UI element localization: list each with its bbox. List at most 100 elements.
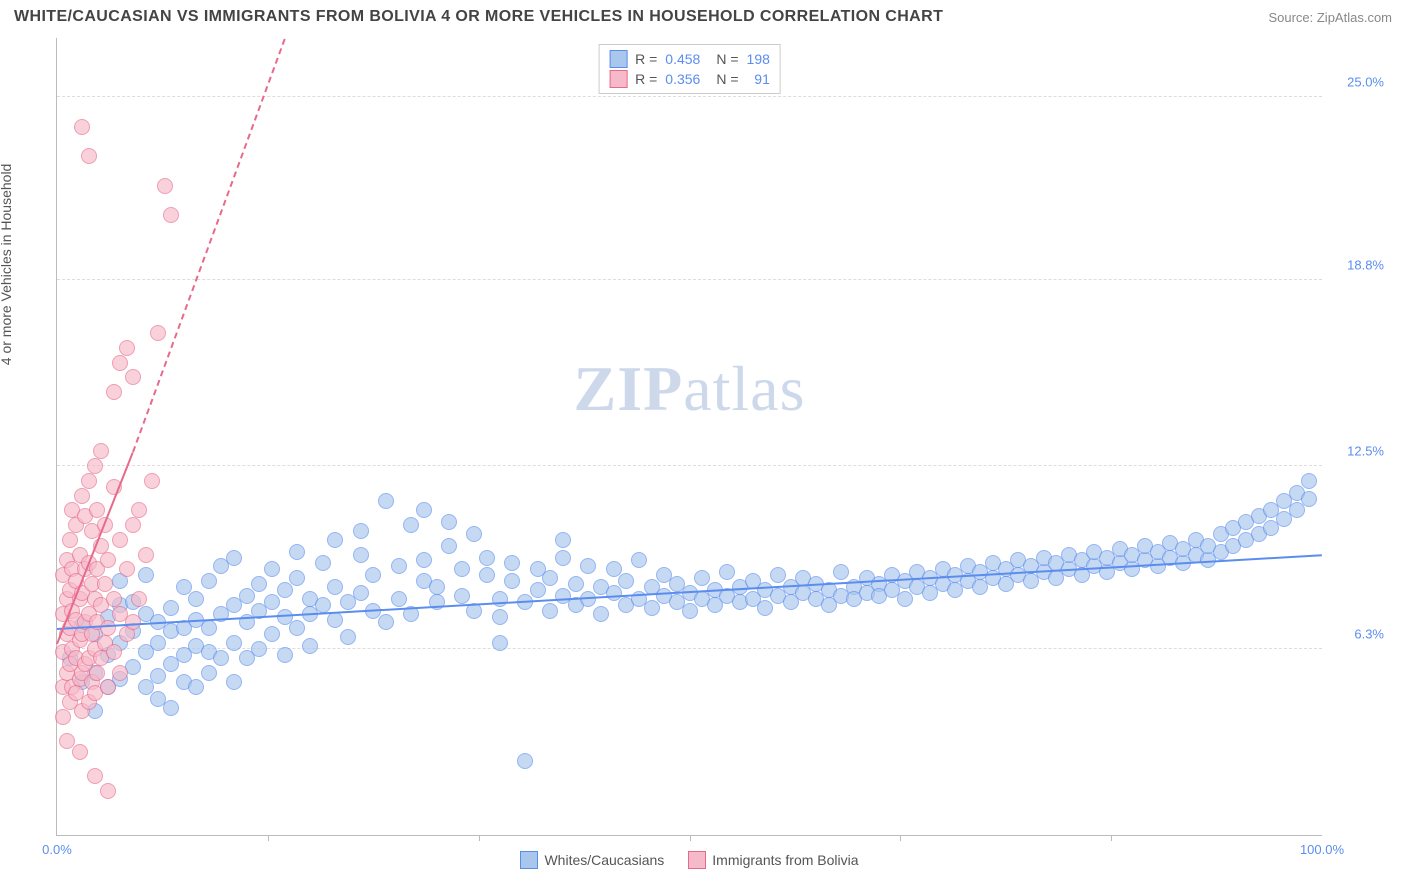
plot-region: ZIPatlas R =0.458N =198R =0.356N = 91 Wh… bbox=[56, 38, 1322, 836]
data-point bbox=[150, 635, 166, 651]
data-point bbox=[144, 473, 160, 489]
data-point bbox=[555, 532, 571, 548]
data-point bbox=[618, 573, 634, 589]
data-point bbox=[542, 603, 558, 619]
data-point bbox=[719, 564, 735, 580]
gridline bbox=[57, 465, 1322, 466]
data-point bbox=[55, 709, 71, 725]
data-point bbox=[264, 594, 280, 610]
watermark-bold: ZIP bbox=[574, 353, 684, 424]
data-point bbox=[504, 573, 520, 589]
data-point bbox=[163, 700, 179, 716]
data-point bbox=[454, 561, 470, 577]
data-point bbox=[201, 620, 217, 636]
r-label: R = bbox=[635, 71, 657, 87]
data-point bbox=[416, 552, 432, 568]
data-point bbox=[201, 573, 217, 589]
data-point bbox=[119, 561, 135, 577]
legend-swatch bbox=[520, 851, 538, 869]
data-point bbox=[1289, 502, 1305, 518]
data-point bbox=[416, 502, 432, 518]
data-point bbox=[479, 550, 495, 566]
data-point bbox=[163, 207, 179, 223]
data-point bbox=[580, 558, 596, 574]
data-point bbox=[125, 369, 141, 385]
data-point bbox=[213, 650, 229, 666]
data-point bbox=[226, 635, 242, 651]
data-point bbox=[454, 588, 470, 604]
data-point bbox=[277, 582, 293, 598]
data-point bbox=[327, 579, 343, 595]
data-point bbox=[542, 570, 558, 586]
data-point bbox=[106, 384, 122, 400]
watermark-light: atlas bbox=[683, 353, 805, 424]
data-point bbox=[353, 585, 369, 601]
series-legend: Whites/CaucasiansImmigrants from Bolivia bbox=[57, 851, 1322, 869]
data-point bbox=[466, 526, 482, 542]
data-point bbox=[163, 600, 179, 616]
data-point bbox=[340, 629, 356, 645]
source-label: Source: ZipAtlas.com bbox=[1268, 10, 1392, 25]
legend-label: Whites/Caucasians bbox=[544, 852, 664, 868]
gridline bbox=[57, 648, 1322, 649]
data-point bbox=[353, 523, 369, 539]
legend-row: R =0.458N =198 bbox=[609, 49, 770, 69]
data-point bbox=[81, 473, 97, 489]
data-point bbox=[72, 744, 88, 760]
n-label: N = bbox=[716, 51, 738, 67]
data-point bbox=[89, 502, 105, 518]
legend-row: R =0.356N = 91 bbox=[609, 69, 770, 89]
data-point bbox=[239, 588, 255, 604]
data-point bbox=[226, 550, 242, 566]
data-point bbox=[87, 768, 103, 784]
y-axis-label: 4 or more Vehicles in Household bbox=[0, 164, 14, 366]
legend-swatch bbox=[609, 70, 627, 88]
data-point bbox=[517, 753, 533, 769]
data-point bbox=[555, 550, 571, 566]
data-point bbox=[157, 178, 173, 194]
data-point bbox=[631, 552, 647, 568]
data-point bbox=[353, 547, 369, 563]
data-point bbox=[568, 576, 584, 592]
data-point bbox=[504, 555, 520, 571]
trend-line-dashed bbox=[132, 39, 286, 453]
data-point bbox=[112, 355, 128, 371]
y-tick-label: 25.0% bbox=[1347, 75, 1384, 90]
x-tick-mark bbox=[1111, 835, 1112, 841]
data-point bbox=[62, 532, 78, 548]
data-point bbox=[327, 532, 343, 548]
data-point bbox=[429, 579, 445, 595]
data-point bbox=[226, 674, 242, 690]
data-point bbox=[106, 644, 122, 660]
x-tick-mark bbox=[690, 835, 691, 841]
x-tick-mark bbox=[900, 835, 901, 841]
data-point bbox=[378, 493, 394, 509]
data-point bbox=[302, 638, 318, 654]
data-point bbox=[315, 597, 331, 613]
y-tick-label: 6.3% bbox=[1354, 627, 1384, 642]
data-point bbox=[403, 517, 419, 533]
data-point bbox=[81, 148, 97, 164]
chart-area: 4 or more Vehicles in Household ZIPatlas… bbox=[14, 38, 1392, 878]
data-point bbox=[138, 547, 154, 563]
chart-title: WHITE/CAUCASIAN VS IMMIGRANTS FROM BOLIV… bbox=[14, 8, 943, 26]
r-value: 0.458 bbox=[665, 51, 700, 67]
n-label: N = bbox=[716, 71, 738, 87]
data-point bbox=[378, 614, 394, 630]
data-point bbox=[1301, 473, 1317, 489]
data-point bbox=[289, 544, 305, 560]
correlation-legend: R =0.458N =198R =0.356N = 91 bbox=[598, 44, 781, 94]
data-point bbox=[188, 591, 204, 607]
data-point bbox=[757, 600, 773, 616]
data-point bbox=[833, 564, 849, 580]
data-point bbox=[264, 626, 280, 642]
data-point bbox=[74, 488, 90, 504]
data-point bbox=[201, 665, 217, 681]
data-point bbox=[441, 538, 457, 554]
data-point bbox=[87, 458, 103, 474]
data-point bbox=[251, 576, 267, 592]
data-point bbox=[492, 609, 508, 625]
y-tick-label: 18.8% bbox=[1347, 258, 1384, 273]
r-value: 0.356 bbox=[665, 71, 700, 87]
watermark: ZIPatlas bbox=[574, 352, 806, 426]
